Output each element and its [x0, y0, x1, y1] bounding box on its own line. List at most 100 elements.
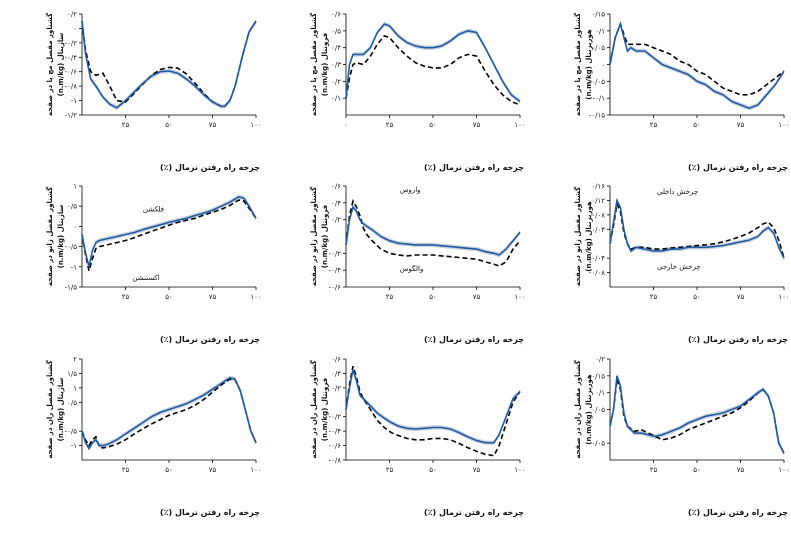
- y-axis-title-line: گشتاور مفصل زانو در صفحه: [309, 186, 318, 286]
- y-axis-title-line: گشتاور مفصل ران در صفحه: [45, 359, 54, 458]
- y-tick-label: ۰/۵: [67, 203, 77, 211]
- chart-svg: ۰/۲ ۰/۱۵ ۰/۱ ۰/۰۵ -۰/۰۵ ۲۵ ۵۰ ۷۵ ۱۰۰ چرخه راه رفت…: [573, 356, 790, 518]
- x-tick-label: ۱۰۰: [514, 466, 525, 474]
- x-tick-label: ۲۵: [386, 293, 394, 301]
- y-tick-label: ۰/۱: [595, 27, 605, 35]
- chart-panel-knee-sagittal: ۱ ۰/۵ ۰ -۰/۵ -۱ -۱/۵ ۲۵ ۵۰ ۷۵ ۱۰۰ چرخه راه رفتن نر…: [0, 172, 263, 357]
- series-1-sd-band: [610, 198, 784, 261]
- y-axis-title-line: گشتاور مفصل زانو در صفحه: [45, 186, 54, 286]
- y-tick-label: -۱: [71, 263, 77, 271]
- series-1-sd-band: [346, 367, 520, 445]
- x-tick-label: ۷۵: [737, 293, 745, 301]
- x-tick-label: ۱۰۰: [778, 293, 789, 301]
- series-1-sd-band: [610, 21, 784, 111]
- chart-panel-ankle-horizontal: ۰/۱۵ ۰/۱ ۰/۰۵ ۰ -۰/۰۵ -۰/۱ -۰/۱۵ ۲۵ ۵۰ ۷۵ ۱۰۰ چرخه …: [528, 0, 791, 185]
- y-tick-label: -۱/۲: [65, 112, 78, 120]
- x-tick-label: ۰: [344, 121, 348, 129]
- x-tick-label: ۱۰۰: [250, 293, 261, 301]
- y-tick-label: -۰/۱: [593, 95, 605, 103]
- x-tick-label: ۷۵: [473, 466, 481, 474]
- chart-annotation: واروس: [400, 186, 421, 194]
- chart-svg: ۰/۱۶ ۰/۱۲ ۰/۰۸ ۰/۰۴ -۰/۰۴ -۰/۰۸ ۲۵ ۵۰ ۷۵ ۱۰۰ چرخه …: [573, 183, 790, 345]
- chart-svg: ۱ ۰/۵ ۰ -۰/۵ -۱ -۱/۵ ۲۵ ۵۰ ۷۵ ۱۰۰ چرخه راه رفتن نر…: [45, 183, 262, 345]
- y-tick-label: ۰/۱۵: [591, 372, 605, 380]
- y-tick-label: ۰/۲: [67, 11, 77, 19]
- y-axis-title-line: ساژیتال (n.m/kg): [57, 378, 65, 442]
- x-tick-label: ۷۵: [737, 466, 745, 474]
- x-axis-title: چرخه راه رفتن نرمال (٪): [688, 508, 788, 517]
- x-tick-label: ۲۵: [386, 121, 394, 129]
- y-axis-title-line: گشتاور مفصل مچ پا در صفحه: [309, 12, 318, 116]
- y-tick-label: -۰/۸: [329, 457, 342, 465]
- series-2-line: [81, 378, 257, 449]
- x-axis-title: چرخه راه رفتن نرمال (٪): [160, 163, 260, 172]
- x-tick-label: ۷۵: [737, 121, 745, 129]
- x-tick-label: ۵۰: [429, 121, 437, 129]
- y-tick-label: -۰/۶: [329, 284, 342, 292]
- chart-svg: ۰/۶ ۰/۴ ۰/۲ -۰/۲ -۰/۴ -۰/۶ ۲۵ ۵۰ ۷۵ ۱۰۰ چرخه راه ر…: [309, 183, 526, 345]
- x-tick-label: ۲۵: [650, 293, 658, 301]
- y-tick-label: ۱: [73, 384, 77, 392]
- y-tick-label: ۰/۵: [67, 399, 77, 407]
- x-axis-title: چرخه راه رفتن نرمال (٪): [424, 508, 524, 517]
- y-axis-title-line: هوریزنتال (n.m/kg): [585, 201, 593, 272]
- y-tick-label: -۰/۶: [65, 68, 78, 76]
- chart-svg: ۰/۶ ۰/۴ ۰/۲ -۰/۲ -۰/۴ -۰/۶ -۰/۸ ۲۵ ۵۰ ۷۵ ۱۰۰ چرخه ر…: [309, 356, 526, 518]
- y-tick-label: -۰/۰۸: [589, 269, 605, 277]
- y-axis-title-line: هوریزنتال (n.m/kg): [585, 29, 593, 100]
- y-axis-title-line: گشتاور مفصل مچ پا در صفحه: [573, 12, 582, 116]
- series-1-sd-band: [82, 19, 256, 110]
- chart-annotation: چرخش خارجی: [657, 263, 701, 271]
- x-tick-label: ۵۰: [429, 466, 437, 474]
- series-2-line: [81, 199, 257, 272]
- y-tick-label: ۰/۶: [331, 11, 341, 19]
- x-axis-title: چرخه راه رفتن نرمال (٪): [424, 335, 524, 344]
- chart-annotation: چرخش داخلی: [657, 188, 698, 196]
- chart-annotation: اکستنشن: [132, 274, 159, 282]
- chart-svg: ۲ ۱/۵ ۱ ۰/۵ -۰/۵ -۱ ۲۵ ۵۰ ۷۵ ۱۰۰ چرخه راه رفتن نرم…: [45, 356, 262, 518]
- y-tick-label: -۰/۲: [329, 250, 342, 258]
- chart-panel-knee-horizontal: ۰/۱۶ ۰/۱۲ ۰/۰۸ ۰/۰۴ -۰/۰۴ -۰/۰۸ ۲۵ ۵۰ ۷۵ ۱۰۰ چرخه …: [528, 172, 791, 357]
- y-axis-title-line: گشتاور مفصل ران در صفحه: [573, 359, 582, 458]
- x-tick-label: ۵۰: [165, 293, 173, 301]
- y-axis-title-line: فرونتال (n.m/kg): [321, 32, 329, 96]
- y-tick-label: ۰/۱: [595, 389, 605, 397]
- y-tick-label: -۰/۰۵: [589, 78, 605, 86]
- y-tick-label: -۱: [71, 97, 77, 105]
- y-tick-label: -۰/۰۵: [589, 440, 605, 448]
- chart-panel-ankle-frontal: ۰/۶ ۰/۵ ۰/۴ ۰/۳ ۰/۲ ۰/۱ ۰ ۲۵ ۵۰ ۷۵ ۱۰۰ چرخه راه رفت…: [264, 0, 527, 185]
- y-tick-label: ۰/۴: [331, 44, 341, 52]
- x-tick-label: ۲۵: [650, 466, 658, 474]
- series-1-line: [345, 369, 521, 444]
- series-1-sd-band: [610, 373, 784, 456]
- x-tick-label: ۲۵: [386, 466, 394, 474]
- series-1-sd-band: [346, 204, 520, 258]
- y-axis-title-line: ساژیتال (n.m/kg): [57, 33, 65, 97]
- x-tick-label: ۷۵: [473, 293, 481, 301]
- x-tick-label: ۲۵: [122, 121, 130, 129]
- x-tick-label: ۷۵: [209, 293, 217, 301]
- y-tick-label: -۰/۴: [329, 428, 342, 436]
- x-tick-label: ۱۰۰: [778, 121, 789, 129]
- y-tick-label: ۰: [73, 25, 77, 33]
- series-2-line: [345, 365, 521, 457]
- series-2-line: [81, 20, 257, 108]
- y-tick-label: ۰/۲: [331, 384, 341, 392]
- y-tick-label: ۰/۶: [331, 183, 341, 191]
- chart-panel-hip-horizontal: ۰/۲ ۰/۱۵ ۰/۱ ۰/۰۵ -۰/۰۵ ۲۵ ۵۰ ۷۵ ۱۰۰ چرخه راه رفت…: [528, 345, 791, 530]
- y-tick-label: -۰/۲: [329, 413, 342, 421]
- y-tick-label: ۰/۲: [595, 356, 605, 364]
- y-tick-label: -۰/۵: [65, 243, 78, 251]
- y-tick-label: -۰/۶: [329, 442, 342, 450]
- series-1-sd-band: [82, 375, 256, 451]
- chart-annotation: والگوس: [400, 264, 424, 273]
- series-1-line: [609, 197, 785, 259]
- y-tick-label: -۰/۴: [329, 267, 342, 275]
- y-axis-title-line: هوریزنتال (n.m/kg): [585, 374, 593, 445]
- x-tick-label: ۵۰: [693, 466, 701, 474]
- x-tick-label: ۱۰۰: [514, 121, 525, 129]
- x-tick-label: ۷۵: [209, 466, 217, 474]
- y-axis-title-line: ساژیتال (n.m/kg): [57, 205, 65, 269]
- x-tick-label: ۱۰۰: [514, 293, 525, 301]
